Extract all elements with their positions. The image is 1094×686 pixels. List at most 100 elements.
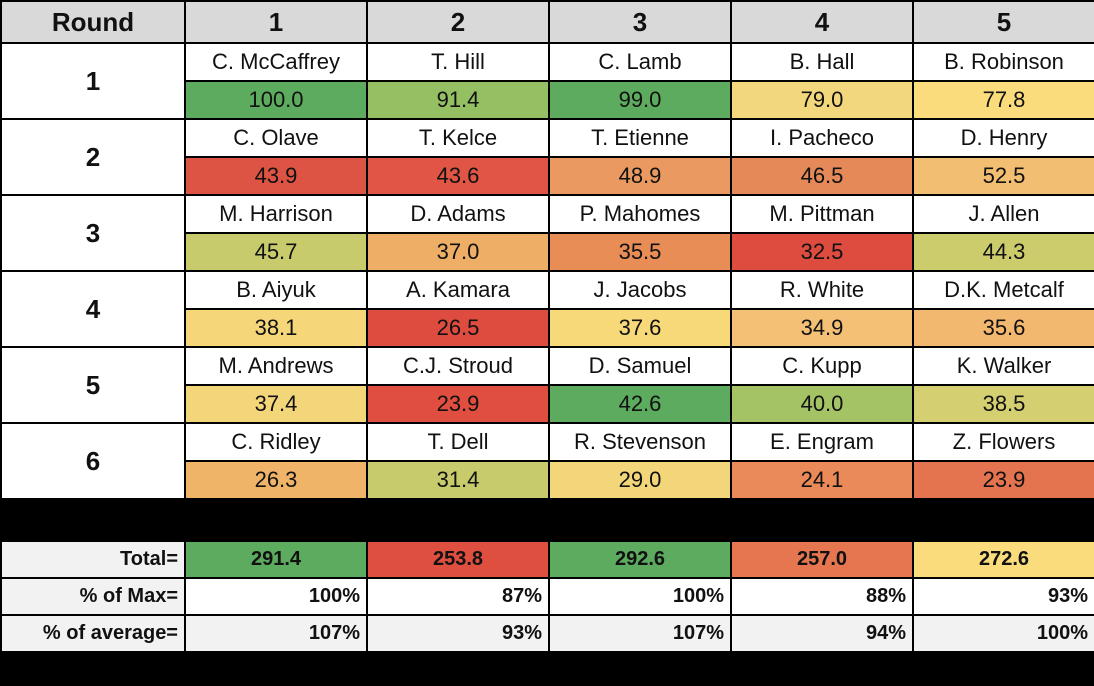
player-score: 43.6 bbox=[366, 156, 550, 196]
total-row-value: 292.6 bbox=[548, 540, 732, 579]
player-name: B. Robinson bbox=[912, 42, 1094, 82]
player-score: 44.3 bbox=[912, 232, 1094, 272]
player-score: 29.0 bbox=[548, 460, 732, 500]
header-team-2: 2 bbox=[366, 0, 550, 44]
player-score: 37.0 bbox=[366, 232, 550, 272]
pct-of-average-row-value: 107% bbox=[548, 614, 732, 653]
round-6-names-row: 6 C. Ridley T. Dell R. Stevenson E. Engram Z.… bbox=[0, 422, 1094, 500]
total-row-value: 257.0 bbox=[730, 540, 914, 579]
round-3-scores-row: 45.7 37.0 35.5 32.5 44.3 bbox=[1, 232, 1094, 272]
player-name: D. Adams bbox=[366, 194, 550, 234]
player-score: 91.4 bbox=[366, 80, 550, 120]
player-name: A. Kamara bbox=[366, 270, 550, 310]
header-team-3: 3 bbox=[548, 0, 732, 44]
player-name: T. Kelce bbox=[366, 118, 550, 158]
pct-of-max-row-value: 88% bbox=[730, 577, 914, 616]
total-row-value: 253.8 bbox=[366, 540, 550, 579]
player-name: C.J. Stroud bbox=[366, 346, 550, 386]
pct-of-max-row-value: 100% bbox=[184, 577, 368, 616]
round-label: 6 bbox=[0, 422, 186, 500]
player-name: P. Mahomes bbox=[548, 194, 732, 234]
player-name: M. Harrison bbox=[184, 194, 368, 234]
player-name: C. Kupp bbox=[730, 346, 914, 386]
draft-board-table: Round 1 2 3 4 5 1 C. McCaffrey T. Hill C. L… bbox=[0, 0, 1094, 653]
round-label: 4 bbox=[0, 270, 186, 348]
header-team-1: 1 bbox=[184, 0, 368, 44]
player-name: M. Pittman bbox=[730, 194, 914, 234]
player-score: 38.1 bbox=[184, 308, 368, 348]
pct-of-max-row-label: % of Max= bbox=[0, 577, 186, 616]
player-name: R. White bbox=[730, 270, 914, 310]
pct-of-max-row-value: 93% bbox=[912, 577, 1094, 616]
player-score: 35.6 bbox=[912, 308, 1094, 348]
player-score: 23.9 bbox=[366, 384, 550, 424]
header-team-4: 4 bbox=[730, 0, 914, 44]
total-row: Total= 291.4 253.8 292.6 257.0 272.6 bbox=[0, 540, 1094, 579]
player-name: C. Olave bbox=[184, 118, 368, 158]
header-team-5: 5 bbox=[912, 0, 1094, 44]
pct-of-average-row-value: 93% bbox=[366, 614, 550, 653]
round-1-scores-row: 100.0 91.4 99.0 79.0 77.8 bbox=[1, 80, 1094, 120]
separator-row bbox=[0, 498, 1094, 542]
player-score: 79.0 bbox=[730, 80, 914, 120]
round-1-names-row: 1 C. McCaffrey T. Hill C. Lamb B. Hall B. Rob… bbox=[0, 42, 1094, 120]
player-score: 32.5 bbox=[730, 232, 914, 272]
round-2-scores-row: 43.9 43.6 48.9 46.5 52.5 bbox=[1, 156, 1094, 196]
player-name: J. Jacobs bbox=[548, 270, 732, 310]
player-score: 48.9 bbox=[548, 156, 732, 196]
total-row-value: 291.4 bbox=[184, 540, 368, 579]
pct-of-average-row-value: 100% bbox=[912, 614, 1094, 653]
player-name: D. Samuel bbox=[548, 346, 732, 386]
player-score: 52.5 bbox=[912, 156, 1094, 196]
player-name: M. Andrews bbox=[184, 346, 368, 386]
player-name: D.K. Metcalf bbox=[912, 270, 1094, 310]
player-score: 100.0 bbox=[184, 80, 368, 120]
player-score: 42.6 bbox=[548, 384, 732, 424]
player-name: T. Hill bbox=[366, 42, 550, 82]
round-6-scores-row: 26.3 31.4 29.0 24.1 23.9 bbox=[1, 460, 1094, 500]
player-score: 45.7 bbox=[184, 232, 368, 272]
pct-of-max-row-value: 87% bbox=[366, 577, 550, 616]
round-3-names-row: 3 M. Harrison D. Adams P. Mahomes M. Pittman… bbox=[0, 194, 1094, 272]
player-score: 23.9 bbox=[912, 460, 1094, 500]
pct-of-average-row-label: % of average= bbox=[0, 614, 186, 653]
player-score: 38.5 bbox=[912, 384, 1094, 424]
pct-of-average-row-value: 94% bbox=[730, 614, 914, 653]
player-score: 40.0 bbox=[730, 384, 914, 424]
player-name: R. Stevenson bbox=[548, 422, 732, 462]
pct-of-max-row: % of Max= 100% 87% 100% 88% 93% bbox=[0, 577, 1094, 616]
player-name: E. Engram bbox=[730, 422, 914, 462]
player-name: C. McCaffrey bbox=[184, 42, 368, 82]
player-name: T. Dell bbox=[366, 422, 550, 462]
round-4-names-row: 4 B. Aiyuk A. Kamara J. Jacobs R. White D.K. … bbox=[0, 270, 1094, 348]
round-4-scores-row: 38.1 26.5 37.6 34.9 35.6 bbox=[1, 308, 1094, 348]
player-name: B. Aiyuk bbox=[184, 270, 368, 310]
header-row: Round 1 2 3 4 5 bbox=[0, 0, 1094, 44]
player-name: K. Walker bbox=[912, 346, 1094, 386]
pct-of-average-row: % of average= 107% 93% 107% 94% 100% bbox=[0, 614, 1094, 653]
round-5-scores-row: 37.4 23.9 42.6 40.0 38.5 bbox=[1, 384, 1094, 424]
player-score: 77.8 bbox=[912, 80, 1094, 120]
player-name: Z. Flowers bbox=[912, 422, 1094, 462]
player-score: 99.0 bbox=[548, 80, 732, 120]
player-score: 31.4 bbox=[366, 460, 550, 500]
round-label: 2 bbox=[0, 118, 186, 196]
total-row-value: 272.6 bbox=[912, 540, 1094, 579]
player-score: 24.1 bbox=[730, 460, 914, 500]
player-score: 35.5 bbox=[548, 232, 732, 272]
pct-of-max-row-value: 100% bbox=[548, 577, 732, 616]
header-round: Round bbox=[0, 0, 186, 44]
round-label: 1 bbox=[0, 42, 186, 120]
player-name: J. Allen bbox=[912, 194, 1094, 234]
player-name: C. Ridley bbox=[184, 422, 368, 462]
player-name: T. Etienne bbox=[548, 118, 732, 158]
pct-of-average-row-value: 107% bbox=[184, 614, 368, 653]
total-row-label: Total= bbox=[0, 540, 186, 579]
player-score: 43.9 bbox=[184, 156, 368, 196]
player-name: C. Lamb bbox=[548, 42, 732, 82]
player-score: 37.6 bbox=[548, 308, 732, 348]
round-label: 3 bbox=[0, 194, 186, 272]
player-name: D. Henry bbox=[912, 118, 1094, 158]
player-name: B. Hall bbox=[730, 42, 914, 82]
player-score: 46.5 bbox=[730, 156, 914, 196]
